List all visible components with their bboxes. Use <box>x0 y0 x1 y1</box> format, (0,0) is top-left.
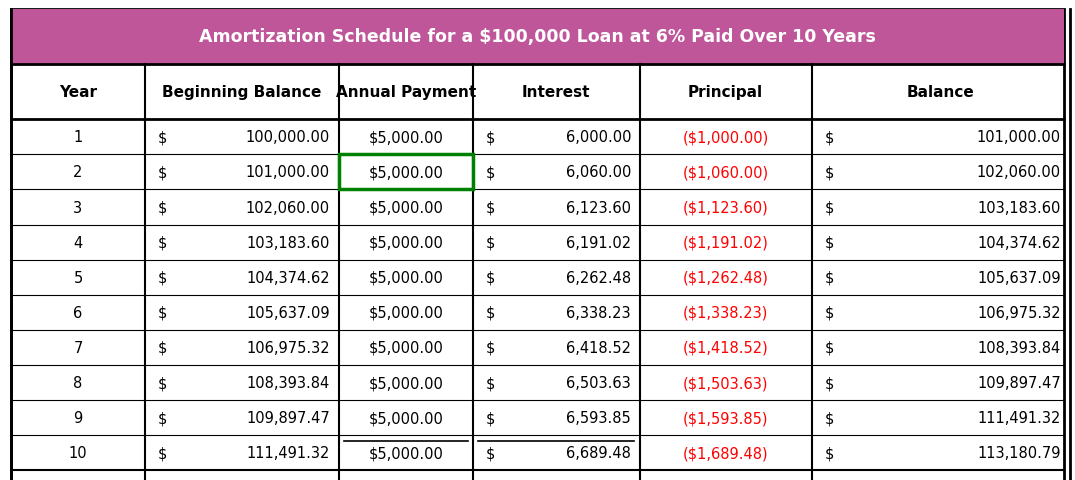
Text: $5,000.00: $5,000.00 <box>369 445 443 460</box>
Text: $5,000.00: $5,000.00 <box>369 375 443 390</box>
Text: 6,123.60: 6,123.60 <box>567 200 631 215</box>
Text: 6,418.52: 6,418.52 <box>567 340 631 355</box>
Text: 6,191.02: 6,191.02 <box>565 235 631 250</box>
Text: $: $ <box>825 445 834 460</box>
Text: $: $ <box>158 165 168 180</box>
Text: 6,000.00: 6,000.00 <box>565 130 631 145</box>
Text: $: $ <box>158 130 168 145</box>
Text: $: $ <box>486 340 496 355</box>
Text: 9: 9 <box>73 410 83 425</box>
Text: $5,000.00: $5,000.00 <box>369 235 443 250</box>
Text: $: $ <box>486 200 496 215</box>
Text: 101,000.00: 101,000.00 <box>977 130 1061 145</box>
Text: $: $ <box>158 375 168 390</box>
Text: ($1,689.48): ($1,689.48) <box>683 445 769 460</box>
Text: $: $ <box>825 235 834 250</box>
Text: 6: 6 <box>73 305 83 320</box>
Text: ($1,338.23): ($1,338.23) <box>683 305 769 320</box>
Text: $: $ <box>158 445 168 460</box>
Text: $: $ <box>486 375 496 390</box>
Text: ($1,123.60): ($1,123.60) <box>683 200 769 215</box>
Text: 109,897.47: 109,897.47 <box>246 410 330 425</box>
Text: $5,000.00: $5,000.00 <box>369 165 443 180</box>
Text: $: $ <box>486 445 496 460</box>
Text: $: $ <box>158 410 168 425</box>
Text: 102,060.00: 102,060.00 <box>246 200 330 215</box>
Text: $: $ <box>825 270 834 285</box>
Text: ($1,593.85): ($1,593.85) <box>683 410 769 425</box>
Text: $: $ <box>486 165 496 180</box>
Text: $5,000.00: $5,000.00 <box>369 270 443 285</box>
Bar <box>339 155 473 190</box>
Text: $: $ <box>486 270 496 285</box>
Text: 102,060.00: 102,060.00 <box>977 165 1061 180</box>
Text: 3: 3 <box>73 200 83 215</box>
Text: 101,000.00: 101,000.00 <box>246 165 330 180</box>
Text: $5,000.00: $5,000.00 <box>369 305 443 320</box>
Bar <box>11 10 1064 65</box>
Text: 111,491.32: 111,491.32 <box>246 445 330 460</box>
Text: $: $ <box>825 165 834 180</box>
Text: Beginning Balance: Beginning Balance <box>162 85 321 100</box>
Text: $5,000.00: $5,000.00 <box>369 130 443 145</box>
Text: ($1,418.52): ($1,418.52) <box>683 340 769 355</box>
Text: 6,503.63: 6,503.63 <box>567 375 631 390</box>
Text: $: $ <box>158 270 168 285</box>
Text: 8: 8 <box>73 375 83 390</box>
Text: 100,000.00: 100,000.00 <box>246 130 330 145</box>
Text: 103,183.60: 103,183.60 <box>977 200 1061 215</box>
Text: $: $ <box>486 410 496 425</box>
Text: $: $ <box>158 200 168 215</box>
Text: $: $ <box>825 200 834 215</box>
Text: Interest: Interest <box>522 85 590 100</box>
Text: $: $ <box>158 340 168 355</box>
Text: 106,975.32: 106,975.32 <box>246 340 330 355</box>
Text: 6,593.85: 6,593.85 <box>567 410 631 425</box>
Text: 103,183.60: 103,183.60 <box>246 235 330 250</box>
Text: $: $ <box>158 305 168 320</box>
Text: $: $ <box>825 305 834 320</box>
Text: $: $ <box>825 340 834 355</box>
Text: Annual Payment: Annual Payment <box>335 85 476 100</box>
Text: $: $ <box>486 235 496 250</box>
Text: 6,338.23: 6,338.23 <box>567 305 631 320</box>
Text: $: $ <box>486 305 496 320</box>
Text: 108,393.84: 108,393.84 <box>247 375 330 390</box>
Text: Year: Year <box>59 85 97 100</box>
Text: 105,637.09: 105,637.09 <box>246 305 330 320</box>
Text: 104,374.62: 104,374.62 <box>977 235 1061 250</box>
Text: 109,897.47: 109,897.47 <box>977 375 1061 390</box>
Text: 106,975.32: 106,975.32 <box>977 305 1061 320</box>
Text: Principal: Principal <box>688 85 763 100</box>
Text: $: $ <box>158 235 168 250</box>
Text: 6,689.48: 6,689.48 <box>567 445 631 460</box>
Text: 113,180.79: 113,180.79 <box>977 445 1061 460</box>
Text: 6,060.00: 6,060.00 <box>565 165 631 180</box>
Text: 10: 10 <box>69 445 87 460</box>
Text: Amortization Schedule for a $100,000 Loan at 6% Paid Over 10 Years: Amortization Schedule for a $100,000 Loa… <box>199 28 876 46</box>
Text: 6,262.48: 6,262.48 <box>565 270 631 285</box>
Text: $: $ <box>825 375 834 390</box>
Text: $: $ <box>486 130 496 145</box>
Text: 104,374.62: 104,374.62 <box>246 270 330 285</box>
Text: ($1,060.00): ($1,060.00) <box>683 165 769 180</box>
Text: 7: 7 <box>73 340 83 355</box>
Text: 111,491.32: 111,491.32 <box>977 410 1061 425</box>
Text: ($1,000.00): ($1,000.00) <box>683 130 769 145</box>
Text: $: $ <box>825 410 834 425</box>
Text: $5,000.00: $5,000.00 <box>369 200 443 215</box>
Text: 5: 5 <box>73 270 83 285</box>
Text: ($1,503.63): ($1,503.63) <box>683 375 769 390</box>
Text: 1: 1 <box>73 130 83 145</box>
Text: 2: 2 <box>73 165 83 180</box>
Text: 108,393.84: 108,393.84 <box>978 340 1061 355</box>
Text: 105,637.09: 105,637.09 <box>977 270 1061 285</box>
Text: $5,000.00: $5,000.00 <box>369 410 443 425</box>
Text: $5,000.00: $5,000.00 <box>369 340 443 355</box>
Text: ($1,191.02): ($1,191.02) <box>683 235 769 250</box>
Text: $: $ <box>825 130 834 145</box>
Text: ($1,262.48): ($1,262.48) <box>683 270 769 285</box>
Text: Balance: Balance <box>906 85 975 100</box>
Text: 4: 4 <box>73 235 83 250</box>
